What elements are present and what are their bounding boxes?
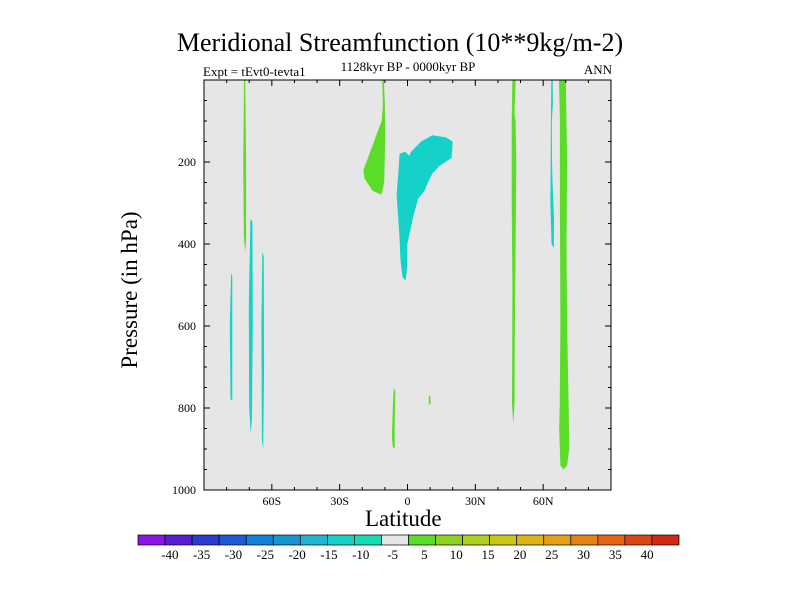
colorbar-box: [543, 534, 572, 546]
region-nh-67n-column-positive: [559, 80, 570, 470]
colorbar-box: [570, 534, 599, 546]
colorbar-box: [137, 534, 166, 546]
region-sh-60s-thin-negative: [229, 272, 233, 400]
colorbar-box: [597, 534, 626, 546]
x-tick-label: 0: [405, 494, 411, 508]
region-tropical-lower-positive: [391, 387, 396, 449]
contour-regions: [229, 80, 570, 470]
colorbar-box: [462, 534, 491, 546]
colorbar-label: 15: [482, 547, 495, 562]
colorbar-box: [164, 534, 193, 546]
colorbar-box: [218, 534, 247, 546]
colorbar-label: 35: [609, 547, 622, 562]
colorbar-box: [516, 534, 545, 546]
colorbar-label: -40: [161, 547, 178, 562]
colorbar-box: [408, 534, 436, 546]
colorbar-box: [435, 534, 463, 546]
colorbar-label: -5: [387, 547, 398, 562]
colorbar-label: -25: [257, 547, 274, 562]
time-range-label: 1128kyr BP - 0000kyr BP: [340, 59, 476, 74]
experiment-label: Expt = tEvt0-tevta1: [203, 64, 306, 79]
colorbar-label: -10: [352, 547, 369, 562]
colorbar-box: [381, 534, 409, 546]
y-tick-label: 200: [178, 155, 196, 169]
region-sh-68s-column-negative: [248, 219, 253, 433]
season-label: ANN: [583, 62, 612, 77]
y-tick-label: 600: [178, 319, 196, 333]
colorbar-label: 10: [450, 547, 463, 562]
plot-background: [204, 80, 611, 490]
colorbar-label: -20: [288, 547, 305, 562]
region-nh-45n-column-positive: [511, 80, 517, 425]
region-nh-63n-spike-negative: [550, 80, 554, 249]
x-tick-label: 60S: [262, 494, 281, 508]
colorbar-box: [191, 534, 220, 546]
region-tropical-upper-positive: [363, 80, 386, 195]
colorbar-box: [245, 534, 274, 546]
colorbar-label: -30: [225, 547, 242, 562]
axis-ticks: 200 400 600 800 1000 60S 30S 0 30N 60N: [172, 80, 611, 508]
region-tropical-lower-speck-positive: [428, 395, 431, 405]
x-tick-label: 30N: [465, 494, 486, 508]
colorbar-label: 40: [641, 547, 654, 562]
colorbar: -40 -35 -30 -25 -20 -15 -10 -5 5 10 15 20 25 30 35 40: [137, 534, 680, 562]
y-tick-label: 800: [178, 401, 196, 415]
colorbar-box: [489, 534, 518, 546]
colorbar-label: 30: [577, 547, 590, 562]
x-tick-label: 30S: [330, 494, 349, 508]
region-sh-64s-column-negative: [261, 252, 265, 449]
colorbar-label: -35: [193, 547, 210, 562]
y-tick-label: 1000: [172, 483, 196, 497]
colorbar-label: 20: [513, 547, 526, 562]
x-axis-title: Latitude: [365, 506, 442, 531]
colorbar-box: [354, 534, 382, 546]
chart-title: Meridional Streamfunction (10**9kg/m-2): [176, 28, 624, 57]
colorbar-box: [624, 534, 653, 546]
colorbar-label: -15: [320, 547, 337, 562]
x-tick-label: 60N: [533, 494, 554, 508]
colorbar-label: 5: [421, 547, 428, 562]
colorbar-box: [327, 534, 355, 546]
colorbar-label: 25: [545, 547, 558, 562]
colorbar-box: [299, 534, 328, 546]
y-tick-label: 400: [178, 237, 196, 251]
region-sh-72s-spike-positive: [243, 80, 247, 253]
colorbar-box: [272, 534, 301, 546]
colorbar-box: [651, 534, 680, 546]
region-tropical-upper-negative: [396, 135, 453, 281]
